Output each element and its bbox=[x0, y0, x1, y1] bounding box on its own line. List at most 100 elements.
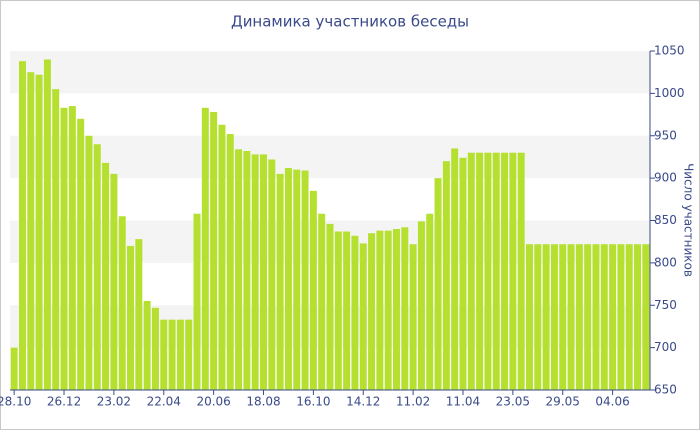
grid-band bbox=[10, 51, 650, 94]
y-tick-label: 650 bbox=[654, 383, 677, 397]
y-tick-label: 900 bbox=[654, 171, 677, 185]
bar bbox=[268, 159, 276, 390]
y-tick-label: 700 bbox=[654, 340, 677, 354]
bar bbox=[52, 89, 60, 390]
grid-band bbox=[10, 135, 650, 179]
bar bbox=[43, 59, 51, 390]
bar bbox=[276, 173, 284, 390]
bar bbox=[417, 221, 425, 390]
chart-title: Динамика участников беседы bbox=[231, 13, 469, 31]
bar bbox=[525, 244, 533, 390]
bar bbox=[284, 167, 292, 390]
bar bbox=[393, 228, 400, 390]
bar bbox=[368, 233, 376, 390]
bar bbox=[68, 106, 76, 391]
y-tick-label: 750 bbox=[654, 298, 677, 312]
bar bbox=[459, 157, 467, 390]
bar bbox=[442, 161, 450, 390]
bar bbox=[210, 112, 218, 391]
bar bbox=[359, 243, 367, 390]
bar bbox=[575, 244, 583, 390]
bar bbox=[642, 244, 650, 390]
x-tick-label: 26.12 bbox=[47, 395, 81, 409]
x-tick-label: 20.06 bbox=[196, 395, 230, 409]
y-tick-label: 950 bbox=[654, 128, 677, 142]
bar bbox=[501, 152, 509, 390]
bar bbox=[102, 162, 110, 390]
x-tick-label: 14.12 bbox=[346, 395, 380, 409]
bar bbox=[151, 307, 159, 390]
bar bbox=[351, 235, 359, 390]
bar bbox=[376, 230, 384, 390]
bar bbox=[617, 244, 625, 390]
bar bbox=[326, 223, 334, 390]
bar bbox=[476, 152, 484, 390]
bar bbox=[467, 152, 475, 390]
bar bbox=[260, 154, 267, 390]
bar bbox=[334, 231, 342, 390]
bar bbox=[634, 244, 642, 390]
bar bbox=[584, 244, 592, 390]
bar bbox=[218, 124, 226, 391]
bar bbox=[93, 144, 101, 390]
x-tick-label: 23.05 bbox=[496, 395, 530, 409]
bar bbox=[426, 213, 434, 390]
bar bbox=[201, 107, 209, 390]
x-tick-label: 18.08 bbox=[246, 395, 280, 409]
bar bbox=[592, 244, 600, 390]
bar bbox=[77, 118, 85, 391]
x-tick-label: 11.04 bbox=[446, 395, 480, 409]
bar bbox=[451, 148, 459, 390]
bar bbox=[309, 190, 317, 390]
bar bbox=[27, 72, 35, 390]
bar bbox=[384, 230, 392, 390]
bar bbox=[542, 244, 550, 390]
bar bbox=[118, 216, 126, 390]
bar bbox=[401, 227, 409, 390]
bar bbox=[251, 154, 259, 390]
bar bbox=[534, 244, 542, 390]
bar bbox=[517, 152, 525, 390]
bar bbox=[193, 213, 201, 390]
bar bbox=[625, 244, 633, 390]
bar bbox=[35, 74, 43, 390]
bar bbox=[176, 319, 184, 390]
y-axis-label: Число участников bbox=[682, 163, 696, 277]
bar bbox=[243, 151, 251, 390]
x-tick-label: 11.02 bbox=[396, 395, 430, 409]
bar bbox=[185, 319, 193, 390]
bar bbox=[143, 301, 151, 390]
bar bbox=[293, 169, 301, 390]
bar bbox=[127, 245, 135, 390]
x-tick-label: 23.02 bbox=[97, 395, 131, 409]
bar bbox=[559, 244, 567, 390]
bar bbox=[85, 135, 93, 390]
bar bbox=[10, 347, 18, 390]
bar bbox=[609, 244, 617, 390]
bar bbox=[110, 173, 118, 390]
x-tick-label: 28.10 bbox=[0, 395, 31, 409]
y-tick-label: 1000 bbox=[654, 86, 685, 100]
y-tick-label: 850 bbox=[654, 213, 677, 227]
bar bbox=[343, 231, 351, 390]
x-tick-label: 29.05 bbox=[546, 395, 580, 409]
bar bbox=[301, 170, 309, 390]
bar bbox=[160, 319, 168, 390]
bar bbox=[235, 149, 243, 390]
bar bbox=[492, 152, 500, 390]
bar bbox=[318, 213, 326, 390]
bar bbox=[135, 239, 143, 390]
y-tick-label: 800 bbox=[654, 255, 677, 269]
x-tick-label: 22.04 bbox=[147, 395, 181, 409]
bar bbox=[409, 244, 417, 390]
y-tick-label: 1050 bbox=[654, 44, 685, 58]
bar bbox=[168, 319, 176, 390]
bar bbox=[567, 244, 575, 390]
x-tick-label: 16.10 bbox=[296, 395, 330, 409]
bar bbox=[484, 152, 492, 390]
bar bbox=[434, 178, 442, 390]
bar bbox=[226, 134, 234, 390]
bar bbox=[550, 244, 558, 390]
x-tick-label: 04.06 bbox=[595, 395, 629, 409]
